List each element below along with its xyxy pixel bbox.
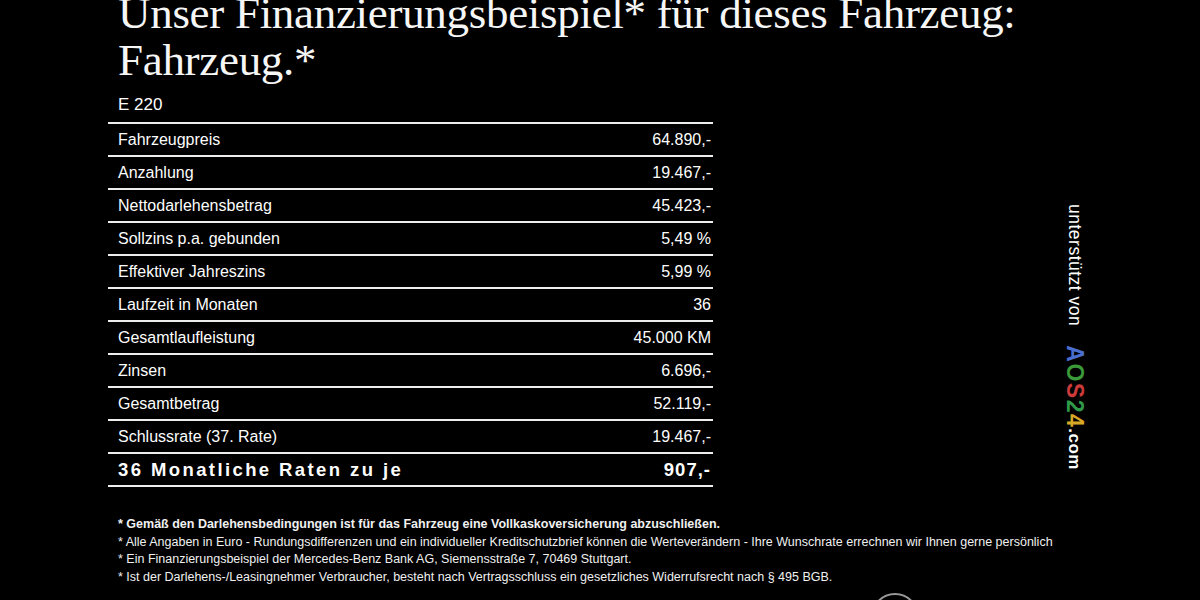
table-row: Sollzins p.a. gebunden 5,49 % [108, 221, 713, 254]
table-row: Schlussrate (37. Rate) 19.467,- [108, 419, 713, 452]
table-row: Effektiver Jahreszins 5,99 % [108, 254, 713, 287]
row-value: 36 [693, 296, 711, 314]
row-value: 907,- [664, 459, 711, 481]
footnote: * Alle Angaben in Euro - Rundungsdiffere… [118, 534, 1053, 552]
row-value: 5,99 % [661, 263, 711, 281]
row-label: Schlussrate (37. Rate) [118, 428, 277, 446]
table-row: Nettodarlehensbetrag 45.423,- [108, 188, 713, 221]
row-value: 5,49 % [661, 230, 711, 248]
row-label: Zinsen [118, 362, 166, 380]
footnote: * Ist der Darlehens-/Leasingnehmer Verbr… [118, 569, 1053, 587]
row-label: Effektiver Jahreszins [118, 263, 265, 281]
row-value: 45.000 KM [634, 329, 711, 347]
row-label: Laufzeit in Monaten [118, 296, 258, 314]
footnote: * Gemäß den Darlehensbedingungen ist für… [118, 516, 1053, 534]
row-value: 52.119,- [653, 395, 711, 413]
aos24-logo: AOS24 [1061, 345, 1088, 428]
title-line-2: Fahrzeug.* [118, 37, 1016, 84]
supported-by-label: unterstützt von [1064, 204, 1085, 326]
title-line-1: Unser Finanzierungsbeispiel* für dieses … [118, 0, 1016, 37]
footnotes: * Gemäß den Darlehensbedingungen ist für… [118, 516, 1053, 586]
logo-letter: A [1062, 345, 1088, 363]
table-row: Gesamtbetrag 52.119,- [108, 386, 713, 419]
footnote: * Ein Finanzierungsbeispiel der Mercedes… [118, 551, 1053, 569]
row-value: 19.467,- [652, 164, 711, 182]
vehicle-model: E 220 [118, 95, 162, 115]
mercedes-logo-arc [871, 593, 919, 600]
row-label: Sollzins p.a. gebunden [118, 230, 280, 248]
logo-suffix: .com [1065, 428, 1085, 470]
row-label: 36 Monatliche Raten zu je [118, 459, 403, 481]
logo-letter: S [1062, 383, 1088, 400]
table-row: Zinsen 6.696,- [108, 353, 713, 386]
row-label: Anzahlung [118, 164, 194, 182]
table-row: Fahrzeugpreis 64.890,- [108, 122, 713, 155]
logo-letter: 4 [1062, 414, 1088, 428]
supported-by-vertical: unterstützt von AOS24 .com [1061, 204, 1088, 470]
table-row-total: 36 Monatliche Raten zu je 907,- [108, 452, 713, 485]
table-row: Laufzeit in Monaten 36 [108, 287, 713, 320]
row-value: 19.467,- [652, 428, 711, 446]
row-label: Gesamtbetrag [118, 395, 219, 413]
table-row: Anzahlung 19.467,- [108, 155, 713, 188]
financing-table: Fahrzeugpreis64.890,- Anzahlung19.467,- … [108, 122, 713, 487]
row-value: 6.696,- [661, 362, 711, 380]
logo-letter: 2 [1062, 400, 1088, 414]
row-label: Fahrzeugpreis [118, 131, 220, 149]
row-label: Gesamtlaufleistung [118, 329, 255, 347]
page-title: Unser Finanzierungsbeispiel* für dieses … [118, 0, 1016, 84]
row-value: 64.890,- [652, 131, 711, 149]
row-value: 45.423,- [652, 197, 711, 215]
row-label: Nettodarlehensbetrag [118, 197, 272, 215]
table-row: Gesamtlaufleistung 45.000 KM [108, 320, 713, 353]
logo-letter: O [1062, 363, 1088, 382]
